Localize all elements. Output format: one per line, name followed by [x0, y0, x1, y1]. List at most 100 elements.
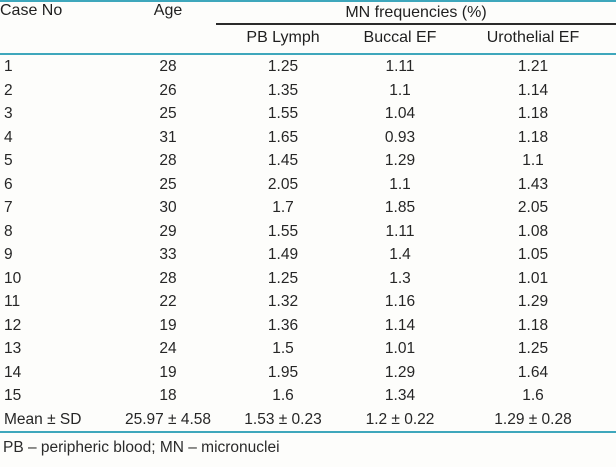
table-cell: 1.55: [267, 105, 299, 122]
table-cell: 1.2 ± 0.22: [350, 407, 450, 433]
table-row: 6 25 2.05 1.1 1.43: [0, 173, 616, 197]
table-cell: 1.29 ± 0.28: [450, 407, 616, 433]
table-cell: 25.97 ± 4.58: [120, 407, 216, 433]
table-row: 5 28 1.45 1.29 1.1: [0, 149, 616, 173]
table-row: 15 18 1.6 1.34 1.6: [0, 384, 616, 408]
table-cell: 1.49: [267, 246, 299, 263]
table-cell: 1.7: [272, 199, 294, 216]
table-row: 4 31 1.65 0.93 1.18: [0, 126, 616, 150]
table-cell: 1.16: [384, 293, 416, 310]
table-header: Case No Age MN frequencies (%) PB Lymph …: [0, 1, 616, 55]
table-cell: 1.29: [517, 293, 549, 310]
table-cell: 1.6: [272, 387, 294, 404]
table-cell: 1.18: [517, 316, 549, 334]
table-cell: 9: [4, 246, 13, 263]
table-cell: 1.25: [267, 58, 299, 75]
table-cell: 10: [4, 269, 22, 287]
table-cell: 13: [4, 340, 22, 357]
table-row: 9 33 1.49 1.4 1.05: [0, 243, 616, 267]
table-cell: 6: [4, 175, 13, 193]
table-cell: 1.21: [517, 58, 549, 75]
table-row: 8 29 1.55 1.11 1.08: [0, 220, 616, 244]
table-footnote: PB – peripheric blood; MN – micronuclei: [3, 439, 280, 456]
table-row: 14 19 1.95 1.29 1.64: [0, 361, 616, 385]
table-cell: 1.1: [522, 152, 544, 169]
table-cell: 1.08: [517, 222, 549, 240]
table-cell: 1.6: [522, 387, 544, 404]
table-cell: 28: [159, 58, 177, 75]
table-cell: 1.53 ± 0.23: [216, 407, 350, 433]
table-cell: 12: [4, 316, 22, 334]
table-cell: 1.29: [384, 152, 416, 169]
table-cell: 28: [159, 152, 177, 169]
table-cell: 1.35: [267, 81, 299, 99]
column-header-age: Age: [120, 1, 216, 55]
table-cell: 1.55: [267, 222, 299, 240]
table-cell: 1.95: [267, 363, 299, 381]
table-cell: 31: [159, 128, 177, 146]
table-cell: 1.5: [272, 340, 294, 357]
table-cell: 1.01: [384, 340, 416, 357]
table-cell: 22: [159, 293, 177, 310]
table-cell: 19: [159, 316, 177, 334]
table-cell: 1.01: [517, 269, 549, 287]
table-cell: 2: [4, 81, 13, 99]
table-cell: 25: [159, 105, 177, 122]
table-cell: 1.34: [384, 387, 416, 404]
table-cell: 25: [159, 175, 177, 193]
table-cell: 11: [4, 293, 21, 310]
table-cell: Mean ± SD: [0, 407, 120, 433]
header-row-sub: PB Lymph Buccal EF Urothelial EF: [0, 24, 616, 55]
table-cell: 2.05: [267, 175, 299, 193]
table-cell: 1.14: [384, 316, 416, 334]
table-cell: 15: [4, 387, 22, 404]
table-cell: 1.45: [267, 152, 299, 169]
table-cell: 0.93: [384, 128, 416, 146]
table-cell: 1.43: [517, 175, 549, 193]
table-cell: 4: [4, 128, 13, 146]
table-row: 2 26 1.35 1.1 1.14: [0, 79, 616, 103]
column-header-case-no: Case No: [0, 1, 120, 55]
table-cell: 5: [4, 152, 13, 169]
table-row: 10 28 1.25 1.3 1.01: [0, 267, 616, 291]
table-cell: 1.05: [517, 246, 549, 263]
table-cell: 1.11: [385, 58, 415, 75]
table-cell: 7: [4, 199, 13, 216]
table-row: 7 30 1.7 1.85 2.05: [0, 196, 616, 220]
table-cell: 1.25: [517, 340, 549, 357]
table-cell: 29: [159, 222, 177, 240]
table-cell: 24: [159, 340, 177, 357]
table-cell: 1: [4, 58, 13, 75]
table-cell: 1.4: [389, 246, 411, 263]
table-row: 12 19 1.36 1.14 1.18: [0, 314, 616, 338]
table-cell: 28: [159, 269, 177, 287]
table-cell: 1.3: [389, 269, 411, 287]
table-cell: 1.29: [384, 363, 416, 381]
table-cell: 8: [4, 222, 13, 240]
table-cell: 3: [4, 105, 13, 122]
table-cell: 19: [159, 363, 177, 381]
mn-frequencies-table: Case No Age MN frequencies (%) PB Lymph …: [0, 0, 616, 433]
table-cell: 1.18: [517, 128, 549, 146]
table-cell: 1.32: [267, 293, 299, 310]
column-header-pb-lymph: PB Lymph: [216, 24, 350, 55]
column-header-urothelial-ef: Urothelial EF: [450, 24, 616, 55]
header-row-group: Case No Age MN frequencies (%): [0, 1, 616, 55]
table-row: 13 24 1.5 1.01 1.25: [0, 337, 616, 361]
table-row: 3 25 1.55 1.04 1.18: [0, 102, 616, 126]
column-header-buccal-ef: Buccal EF: [350, 24, 450, 55]
table-cell: 33: [159, 246, 177, 263]
table-cell: 1.14: [517, 81, 549, 99]
table-cell: 1.04: [384, 105, 416, 122]
table-cell: 1.25: [267, 269, 299, 287]
table-cell: 1.85: [384, 199, 416, 216]
table-row: 11 22 1.32 1.16 1.29: [0, 290, 616, 314]
table-row: 1 28 1.25 1.11 1.21: [0, 54, 616, 79]
table-body: 1 28 1.25 1.11 1.21 2 26 1.35 1.1 1.14 3…: [0, 54, 616, 433]
table-cell: 1.36: [267, 316, 299, 334]
table-cell: 18: [159, 387, 177, 404]
table-cell: 26: [159, 81, 177, 99]
table-cell: 14: [4, 363, 22, 381]
summary-row-mean-sd: Mean ± SD 25.97 ± 4.58 1.53 ± 0.23 1.2 ±…: [0, 407, 616, 433]
